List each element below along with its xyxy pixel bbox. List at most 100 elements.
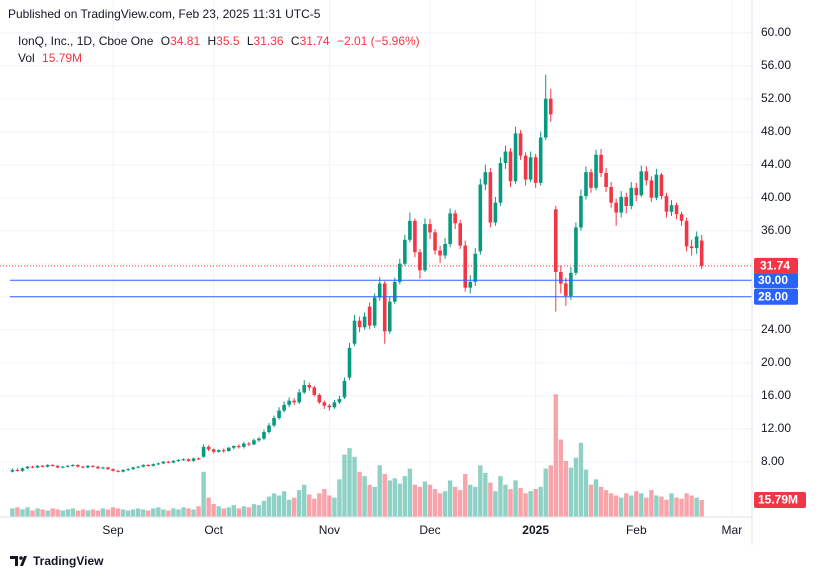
candle-body — [30, 466, 35, 468]
volume-bar — [297, 490, 302, 517]
candle-body — [101, 467, 105, 469]
candle-body — [277, 410, 281, 418]
volume-bar — [387, 480, 392, 517]
y-tick-label: 20.00 — [761, 355, 791, 369]
x-tick-label: Mar — [722, 523, 743, 537]
volume-bar — [573, 457, 579, 517]
candle-body — [106, 467, 110, 470]
candle-body — [131, 467, 135, 470]
candle-body — [267, 425, 271, 433]
y-tick-label: 48.00 — [761, 124, 791, 138]
volume-bar — [613, 495, 619, 517]
candle-body — [81, 466, 85, 468]
volume-bar — [372, 486, 377, 517]
candle-body — [55, 465, 60, 468]
volume-bar — [211, 504, 216, 517]
volume-bar — [151, 508, 156, 517]
volume-bar — [669, 493, 674, 517]
candle-body — [679, 214, 684, 221]
volume-bar — [347, 448, 352, 517]
candle-body — [599, 154, 603, 173]
volume-bar — [246, 507, 252, 517]
candle-body — [548, 98, 553, 115]
candle-body — [96, 466, 100, 469]
candle-body — [699, 240, 704, 266]
candle-body — [392, 281, 397, 302]
volume-bar — [357, 471, 362, 517]
candle-body — [20, 468, 25, 471]
candle-body — [684, 220, 689, 247]
candle-body — [372, 297, 377, 326]
candle-body — [211, 449, 216, 452]
candle-body — [91, 465, 95, 467]
axes: 8.0012.0016.0020.0024.0028.0032.0036.004… — [102, 25, 806, 537]
candle-body — [71, 465, 75, 467]
volume-bar — [538, 486, 543, 517]
volume-bar — [498, 476, 503, 517]
volume-bar — [362, 476, 367, 517]
candle-body — [121, 469, 125, 472]
candle-body — [448, 213, 452, 244]
volume-bar — [161, 509, 166, 517]
candle-body — [151, 464, 156, 466]
candle-body — [237, 446, 241, 448]
candle-body — [654, 174, 659, 198]
volume-bar — [367, 484, 372, 517]
candle-body — [418, 252, 422, 271]
x-tick-label: Nov — [319, 523, 340, 537]
candle-body — [242, 443, 246, 447]
candle-body — [513, 133, 518, 182]
candle-body — [287, 400, 291, 405]
candle-body — [503, 151, 508, 164]
candle-body — [624, 196, 629, 206]
volume-bar — [231, 505, 236, 517]
level-tag — [754, 288, 798, 305]
candle-body — [559, 271, 563, 284]
candle-body — [528, 157, 533, 180]
candle-body — [257, 438, 261, 441]
volume-bar — [80, 509, 86, 517]
y-tick-label: 52.00 — [761, 91, 791, 105]
candle-body — [584, 172, 588, 197]
volume-bar — [508, 489, 513, 517]
volume-value: 15.79M — [42, 51, 82, 65]
volume-bar — [70, 508, 76, 517]
volume-bar — [85, 510, 91, 517]
legend-key: H — [207, 34, 216, 48]
volume-bar — [90, 509, 96, 517]
volume-bar — [251, 504, 257, 517]
candle-body — [45, 465, 50, 467]
legend-open: 34.81 — [170, 34, 200, 48]
volume-bar — [186, 508, 191, 517]
candle-body — [166, 461, 171, 463]
x-tick-label: Dec — [419, 523, 440, 537]
volume-bar — [608, 493, 614, 517]
volume-bar — [10, 508, 15, 517]
candle-body — [664, 196, 669, 212]
candle-body — [483, 172, 488, 185]
volume-bar — [463, 473, 468, 517]
candle-body — [674, 205, 679, 215]
volume-bar — [478, 465, 483, 517]
candle-body — [508, 151, 513, 182]
legend-low: 31.36 — [254, 34, 284, 48]
volume-bar — [307, 494, 312, 517]
candle-body — [639, 171, 644, 196]
volume-bar — [327, 495, 332, 517]
volume-bar — [20, 509, 25, 517]
volume-bar — [437, 493, 443, 517]
volume-bar — [392, 478, 397, 517]
candle-body — [302, 385, 307, 393]
candle-body — [35, 465, 40, 468]
volume-bar — [352, 456, 357, 517]
candle-body — [171, 460, 176, 463]
volume-bar — [553, 394, 558, 517]
volume-bar — [30, 510, 35, 517]
candle-body — [428, 224, 432, 233]
published-note: Published on TradingView.com, Feb 23, 20… — [8, 7, 321, 21]
legend-title: IonQ, Inc., 1D, Cboe One — [18, 34, 154, 48]
volume-bar — [146, 510, 151, 517]
candle-body — [191, 458, 196, 461]
volume-bar — [181, 507, 186, 517]
